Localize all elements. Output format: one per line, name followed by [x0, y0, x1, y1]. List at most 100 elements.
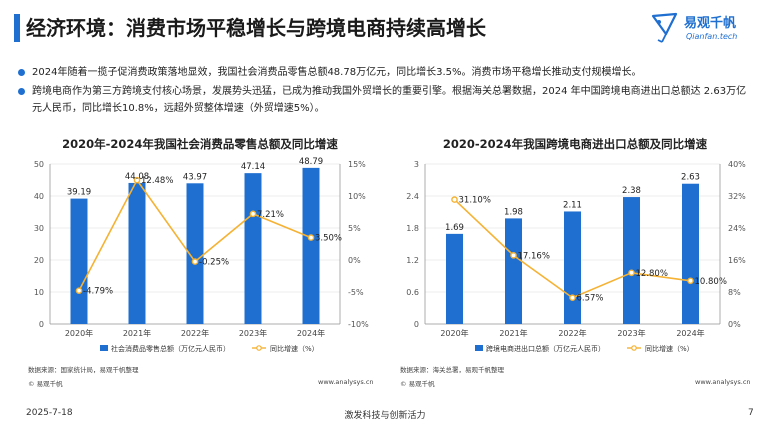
- bar-value-label: 2.63: [681, 173, 700, 183]
- growth-point: [191, 258, 199, 265]
- y2-tick-label: -5%: [348, 288, 364, 297]
- bar: [564, 211, 581, 324]
- bullet-dot-icon: [18, 69, 25, 76]
- x-tick-label: 2023年: [617, 328, 645, 338]
- growth-point: [307, 234, 315, 241]
- page-title: 经济环境：消费市场平稳增长与跨境电商持续高增长: [26, 16, 486, 40]
- growth-point: [75, 287, 83, 294]
- growth-value-label: 3.50%: [315, 234, 342, 244]
- bullet-item: 2024年随着一揽子促消费政策落地显效，我国社会消费品零售总额48.78万亿元，…: [18, 64, 753, 81]
- x-tick-label: 2020年: [440, 328, 468, 338]
- retail-sales-chart: 0 10 20 30 40 50 -10% -5% 0% 5% 10% 15% 39.19 44.08 43…: [34, 157, 369, 353]
- bar: [186, 183, 204, 324]
- logo-text-cn: 易观千帆: [684, 16, 737, 31]
- y-tick-label: 0: [39, 320, 44, 329]
- bullet-dot-icon: [18, 88, 25, 95]
- logo-text-en: Qianfan.tech: [686, 32, 738, 41]
- growth-value-label: 10.80%: [695, 277, 727, 287]
- bar-value-label: 2.38: [622, 186, 641, 196]
- growth-value-label: 12.80%: [636, 269, 668, 279]
- chart-title-retail: 2020年-2024年我国社会消费品零售总额及同比增速: [62, 137, 338, 151]
- y2-tick-label: 0%: [728, 320, 741, 329]
- x-tick-label: 2020年: [65, 328, 93, 338]
- bar-value-label: 43.97: [183, 172, 207, 182]
- bar: [505, 218, 522, 324]
- growth-value-label: 7.21%: [257, 210, 284, 220]
- bar-value-label: 1.98: [504, 207, 523, 217]
- bullet-text: 跨境电商作为第三方跨境支付核心场景，发展势头迅猛，已成为推动我国外贸增长的重要引…: [32, 86, 747, 114]
- bar: [302, 167, 320, 324]
- y2-tick-label: 24%: [728, 224, 746, 233]
- bar: [682, 183, 699, 324]
- x-tick-label: 2022年: [181, 328, 209, 338]
- chart-title-crossborder: 2020-2024年我国跨境电商进出口总额及同比增速: [442, 137, 708, 151]
- chart-website: www.analysys.cn: [695, 378, 751, 386]
- y2-tick-label: 8%: [728, 288, 741, 297]
- x-tick-label: 2024年: [676, 328, 704, 338]
- legend-line-label: 同比增速（%）: [645, 344, 694, 353]
- y-tick-label: 10: [34, 288, 44, 297]
- growth-value-label: 12.48%: [141, 176, 173, 186]
- brand-logo: 易观千帆 Qianfan.tech: [650, 10, 762, 50]
- legend-bar-swatch: [475, 345, 483, 351]
- bullet-text: 2024年随着一揽子促消费政策落地显效，我国社会消费品零售总额48.78万亿元，…: [32, 67, 642, 78]
- growth-point: [687, 277, 694, 285]
- bar-value-label: 47.14: [241, 162, 265, 172]
- chart-source: 数据来源：国家统计局，易观千帆整理: [28, 366, 139, 374]
- y2-tick-label: 32%: [728, 192, 746, 201]
- y-tick-label: 1.2: [406, 256, 419, 265]
- growth-value-label: 31.10%: [459, 196, 491, 206]
- growth-point: [628, 269, 635, 277]
- title-accent-bar: [14, 14, 20, 42]
- bar: [70, 198, 88, 324]
- bar-value-label: 48.79: [299, 157, 323, 167]
- legend-bar-label: 跨境电商进出口总额（万亿元人民币）: [486, 344, 605, 353]
- y2-tick-label: 16%: [728, 256, 746, 265]
- y-tick-label: 0.6: [406, 288, 419, 297]
- x-tick-label: 2023年: [239, 328, 267, 338]
- bar-value-label: 44.08: [125, 172, 149, 182]
- legend-line-marker: [631, 345, 637, 351]
- y-tick-label: 1.8: [406, 224, 419, 233]
- y2-tick-label: 0%: [348, 256, 361, 265]
- growth-value-label: 6.57%: [577, 294, 604, 304]
- growth-point: [510, 252, 517, 259]
- kite-logo-icon: [651, 12, 678, 43]
- y2-tick-label: 15%: [348, 160, 366, 169]
- y2-tick-label: 40%: [728, 160, 746, 169]
- y-tick-label: 50: [34, 160, 44, 169]
- bar: [128, 182, 146, 324]
- legend-line-label: 同比增速（%）: [270, 344, 319, 353]
- growth-point: [249, 210, 257, 218]
- bar-value-label: 1.69: [445, 223, 464, 233]
- page-number: 7: [748, 408, 754, 418]
- growth-point: [133, 176, 141, 184]
- x-tick-label: 2021年: [123, 328, 151, 338]
- chart-website: www.analysys.cn: [318, 378, 374, 386]
- growth-value-label: -0.25%: [199, 258, 229, 268]
- chart-copyright: © 易观千帆: [400, 380, 435, 388]
- x-tick-label: 2021年: [499, 328, 527, 338]
- x-tick-label: 2024年: [297, 328, 325, 338]
- y-tick-label: 0: [414, 320, 419, 329]
- x-tick-label: 2022年: [558, 328, 586, 338]
- crossborder-ecommerce-chart: 0 0.6 1.2 1.8 2.4 3 0% 8% 16% 24% 32% 40% 1.69 1.98 2.…: [406, 160, 746, 353]
- y-tick-label: 3: [414, 160, 419, 169]
- y2-tick-label: -10%: [348, 320, 369, 329]
- y2-tick-label: 10%: [348, 192, 366, 201]
- y-tick-label: 2.4: [406, 192, 419, 201]
- bar: [623, 197, 640, 324]
- growth-value-label: -4.79%: [83, 287, 113, 297]
- bullet-item: 跨境电商作为第三方跨境支付核心场景，发展势头迅猛，已成为推动我国外贸增长的重要引…: [18, 83, 753, 117]
- bar: [446, 233, 463, 324]
- growth-point: [451, 196, 458, 203]
- growth-value-label: 17.16%: [518, 251, 550, 261]
- y-tick-label: 40: [34, 192, 44, 201]
- bar-value-label: 39.19: [67, 188, 91, 198]
- bar-value-label: 2.11: [563, 200, 582, 210]
- legend-line-marker: [256, 345, 262, 351]
- legend-bar-swatch: [100, 345, 108, 351]
- y-tick-label: 30: [34, 224, 44, 233]
- y-tick-label: 20: [34, 256, 44, 265]
- chart-copyright: © 易观千帆: [28, 380, 63, 388]
